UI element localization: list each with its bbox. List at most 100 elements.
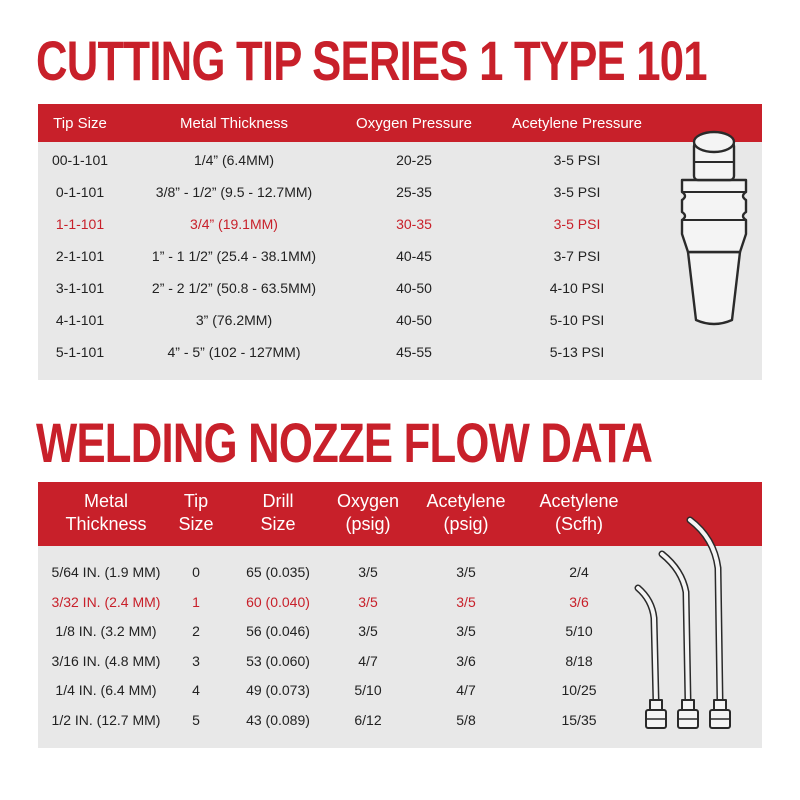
cell-oxygen: 4/7 [358,652,378,669]
cell-drill-size: 56 (0.046) [246,623,310,639]
welding-nozzle-title: WELDING NOZZE FLOW DATA [36,411,653,474]
header-line: Size [178,514,214,534]
cell-tip-size: 3 [192,652,200,669]
header-acetylene-pressure: Acetylene Pressure [511,115,643,132]
cell-oxygen: 3/5 [358,623,378,639]
cell-acetylene-psig: 3/6 [456,652,476,669]
table-row: 3/16 IN. (4.8 MM) 3 53 (0.060) 4/7 3/6 8/18 [38,653,762,683]
cell-tip-size: 0 [192,564,200,580]
table-row: 0-1-101 3/8” - 1/2” (9.5 - 12.7MM) 25-35 3-… [38,184,762,214]
cell-drill-size: 53 (0.060) [246,652,310,669]
cell-drill-size: 43 (0.089) [246,711,310,728]
cell-acetylene-psig: 3/5 [456,564,476,580]
header-acetylene-psig: Acetylene (psig) [426,490,505,536]
cell-oxygen: 5/10 [354,682,382,698]
header-line: (psig) [443,514,489,534]
table-row: 1/4 IN. (6.4 MM) 4 49 (0.073) 5/10 4/7 10/25 [38,682,762,712]
cell-oxygen: 3/5 [358,564,378,580]
cell-acetylene-scfh: 15/35 [561,711,597,728]
cell-tip-size: 1 [192,593,200,610]
header-line: Acetylene [426,491,506,511]
header-tip-size: Tip Size [53,115,107,132]
cell-acetylene-pressure: 3-5 PSI [553,152,601,168]
welding-table-header: Metal Thickness Tip Size Drill Size Oxyg… [38,482,762,546]
cell-oxygen-pressure: 30-35 [396,216,432,232]
cell-acetylene-scfh: 8/18 [565,652,593,669]
header-line: Tip [183,491,209,511]
cell-metal-thickness: 3” (76.2MM) [195,312,273,328]
table-row: 5-1-101 4” - 5” (102 - 127MM) 45-55 5-13 PS… [38,344,762,374]
cell-tip-size: 4-1-101 [55,312,105,328]
header-acetylene-scfh: Acetylene (Scfh) [539,490,618,536]
header-metal-thickness: Metal Thickness [65,490,146,536]
cell-acetylene-pressure: 5-10 PSI [549,312,605,328]
cell-tip-size: 2-1-101 [55,248,105,264]
cell-tip-size: 5-1-101 [55,344,105,360]
cell-metal-thickness: 3/4” (19.1MM) [190,216,278,232]
cell-metal-thickness: 1/2 IN. (12.7 MM) [51,711,161,728]
header-tip-size: Tip Size [178,490,213,536]
header-line: Size [260,514,296,534]
cell-acetylene-pressure: 5-13 PSI [549,344,605,360]
cell-acetylene-psig: 3/5 [456,623,476,639]
cell-metal-thickness: 1” - 1 1/2” (25.4 - 38.1MM) [151,248,317,264]
cell-drill-size: 49 (0.073) [246,682,310,698]
cutting-table-header: Tip Size Metal Thickness Oxygen Pressure… [38,104,762,142]
table-row: 2-1-101 1” - 1 1/2” (25.4 - 38.1MM) 40-45 3… [38,248,762,278]
cell-acetylene-pressure: 3-5 PSI [553,184,601,200]
welding-nozzle-icon [634,516,731,729]
cell-acetylene-scfh: 3/6 [569,593,589,610]
welding-nozzle-table: Metal Thickness Tip Size Drill Size Oxyg… [38,482,762,748]
cell-acetylene-psig: 3/5 [456,593,476,610]
table-row: 3-1-101 2” - 2 1/2” (50.8 - 63.5MM) 40-50 4… [38,280,762,310]
cell-metal-thickness: 1/4” (6.4MM) [193,152,275,168]
header-line: Oxygen [336,491,400,511]
cell-metal-thickness: 3/8” - 1/2” (9.5 - 12.7MM) [155,184,313,200]
cell-acetylene-psig: 5/8 [456,711,476,728]
cell-oxygen-pressure: 25-35 [396,184,432,200]
cell-tip-size: 3-1-101 [55,280,105,296]
cell-tip-size: 2 [192,623,200,639]
table-row: 1-1-101 3/4” (19.1MM) 30-35 3-5 PSI [38,216,762,246]
cell-drill-size: 60 (0.040) [246,593,310,610]
cell-metal-thickness: 5/64 IN. (1.9 MM) [51,564,161,580]
cell-oxygen-pressure: 45-55 [396,344,432,360]
cutting-tip-icon [680,130,748,326]
cell-metal-thickness: 1/4 IN. (6.4 MM) [55,682,157,698]
cell-oxygen-pressure: 40-50 [396,280,432,296]
cell-tip-size: 0-1-101 [55,184,105,200]
table-row: 00-1-101 1/4” (6.4MM) 20-25 3-5 PSI [38,152,762,182]
cell-tip-size: 00-1-101 [51,152,109,168]
header-line: (psig) [345,514,391,534]
cell-metal-thickness: 2” - 2 1/2” (50.8 - 63.5MM) [151,280,317,296]
header-metal-thickness: Metal Thickness [179,115,289,132]
cell-tip-size: 5 [192,711,200,728]
cell-acetylene-pressure: 4-10 PSI [549,280,605,296]
header-line: (Scfh) [554,514,603,534]
table-row: 1/8 IN. (3.2 MM) 2 56 (0.046) 3/5 3/5 5/10 [38,623,762,653]
cell-oxygen-pressure: 40-45 [396,248,432,264]
table-row: 5/64 IN. (1.9 MM) 0 65 (0.035) 3/5 3/5 2/4 [38,564,762,594]
header-oxygen-pressure: Oxygen Pressure [356,115,472,132]
cell-tip-size: 4 [192,682,200,698]
header-line: Drill [262,491,294,511]
cell-acetylene-psig: 4/7 [456,682,476,698]
cutting-tip-table: Tip Size Metal Thickness Oxygen Pressure… [38,104,762,380]
cell-drill-size: 65 (0.035) [246,564,310,580]
cell-metal-thickness: 3/32 IN. (2.4 MM) [51,593,161,610]
header-line: Thickness [65,514,147,534]
cell-oxygen-pressure: 40-50 [396,312,432,328]
header-line: Metal [83,491,128,511]
cell-metal-thickness: 4” - 5” (102 - 127MM) [167,344,301,360]
cell-acetylene-scfh: 5/10 [565,623,593,639]
table-row: 1/2 IN. (12.7 MM) 5 43 (0.089) 6/12 5/8 15/35 [38,712,762,742]
cell-acetylene-pressure: 3-7 PSI [553,248,601,264]
cell-oxygen: 6/12 [354,711,382,728]
cell-oxygen-pressure: 20-25 [396,152,432,168]
table-row: 4-1-101 3” (76.2MM) 40-50 5-10 PSI [38,312,762,342]
header-line: Acetylene [539,491,619,511]
header-oxygen: Oxygen (psig) [337,490,399,536]
cell-acetylene-scfh: 2/4 [569,564,589,580]
cell-metal-thickness: 3/16 IN. (4.8 MM) [51,652,161,669]
cell-acetylene-scfh: 10/25 [561,682,597,698]
